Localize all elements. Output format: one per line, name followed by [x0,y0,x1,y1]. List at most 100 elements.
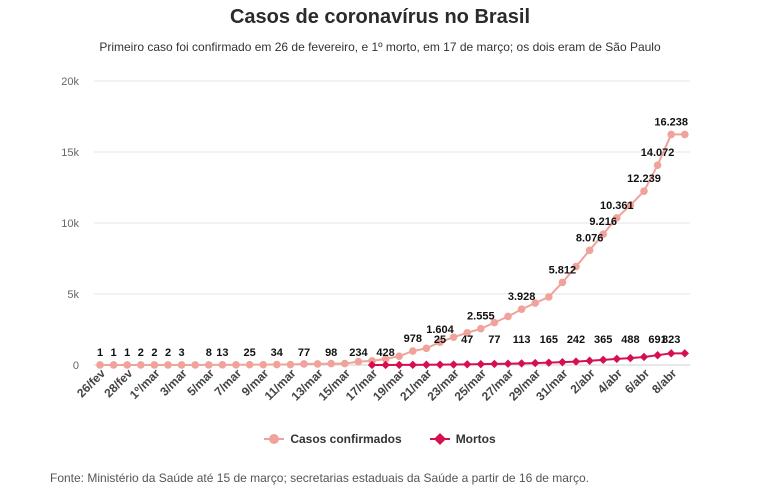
data-label: 365 [594,334,612,346]
y-tick-label: 0 [73,360,79,372]
data-point [191,361,199,369]
data-point [545,293,553,301]
y-tick-label: 5k [67,289,79,301]
data-point [463,360,472,369]
data-point [150,361,159,369]
data-point [463,328,472,337]
data-label: 113 [513,334,531,346]
data-point [313,360,322,368]
data-point [395,360,404,370]
legend: Casos confirmados Mortos [0,432,760,446]
y-tick-label: 15k [61,147,79,159]
data-point [599,355,608,365]
x-tick-label: 31/mar [533,366,570,403]
data-point [626,201,635,209]
x-tick-label: 7/mar [212,366,245,399]
data-point [409,347,417,355]
data-point [626,353,635,363]
data-point [490,359,499,369]
data-point [585,356,594,365]
data-point [572,262,580,271]
data-label: 3 [179,347,185,359]
data-point [96,361,104,369]
data-point [558,357,567,367]
legend-label-casos: Casos confirmados [290,432,402,446]
label-layer: 1 1 1 2 2 2 3 8 13 25 34 77 98 234 4289781.6042.5553.9… [97,116,688,359]
data-point [408,360,417,370]
data-label: 14.072 [641,147,675,159]
data-point [503,359,513,368]
data-point [613,214,621,222]
data-point [653,350,662,360]
data-label: 488 [621,334,639,346]
data-point [667,130,675,139]
data-point [123,361,131,369]
data-label: 25 [434,334,446,346]
series-line [100,133,685,366]
data-label: 5.812 [549,264,577,276]
data-point [599,230,607,238]
data-point [164,361,172,369]
data-label: 978 [404,333,422,345]
data-point [544,358,553,367]
data-point [681,130,689,139]
data-point [639,352,649,362]
data-label: 1 [124,347,130,359]
x-tick-label: 1º/mar [127,366,163,402]
data-label: 12.239 [627,173,661,185]
data-label: 242 [567,334,585,346]
data-point [558,278,567,287]
data-label: 2 [165,347,171,359]
data-point [137,361,145,369]
data-point [273,360,281,369]
chart-title: Casos de coronavírus no Brasil [229,6,531,28]
data-point [667,349,676,358]
data-point [259,360,268,369]
x-tick-label: 8/abr [649,366,679,396]
data-point [341,359,349,368]
data-point [680,349,689,358]
x-tick-label: 3/mar [157,366,190,399]
legend-label-mortos: Mortos [455,432,496,446]
source-note: Fonte: Ministério da Saúde até 15 de mar… [50,471,589,485]
data-label: 8.076 [576,232,604,244]
data-point [531,299,539,307]
data-point [571,357,581,366]
data-point [504,312,512,321]
legend-item-mortos[interactable]: Mortos [429,432,496,446]
data-point [517,305,526,314]
data-label: 77 [298,347,310,359]
x-tick-label: 6/abr [622,366,652,396]
data-point [381,360,390,370]
data-point [612,354,621,364]
data-point [653,161,662,169]
data-point [109,361,118,369]
data-point [422,344,431,353]
legend-item-casos[interactable]: Casos confirmados [264,432,402,446]
data-label: 1 [111,347,117,359]
data-label: 165 [540,334,558,346]
data-point [640,187,648,196]
data-label: 16.238 [654,116,688,128]
data-point [449,333,458,341]
data-label: 1 [97,347,103,359]
data-point [218,361,227,369]
data-point [245,360,254,369]
data-point [381,355,390,363]
diamond-marker-icon [433,432,446,446]
y-tick-label: 20k [61,76,79,88]
data-point [177,361,186,369]
data-point [354,357,363,366]
data-label: 8 [206,347,212,359]
data-label: 691 [648,334,666,346]
data-label: 1.604 [426,324,454,336]
data-label: 2 [138,347,144,359]
data-point [286,360,295,369]
series-layer [96,130,689,370]
data-label: 428 [376,347,394,359]
data-point [435,360,445,369]
data-label: 10.361 [600,200,634,212]
x-tick-label: 5/mar [184,366,217,399]
line-chart: 05k10k15k20k26/fev28/fev1º/mar3/mar5/mar… [61,76,690,403]
data-point [476,359,485,369]
